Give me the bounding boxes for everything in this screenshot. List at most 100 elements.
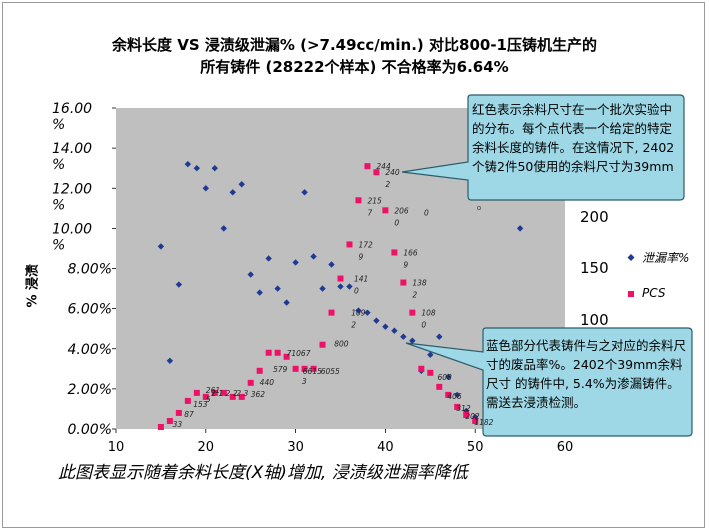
pcs-data-label: 7 <box>367 208 372 217</box>
y-tick-label: 8.00% <box>68 262 112 278</box>
pcs-point <box>382 207 389 214</box>
pcs-data-label: 0 <box>354 287 359 296</box>
pcs-data-label: 406 <box>447 392 462 401</box>
pcs-point <box>274 349 281 356</box>
pcs-data-label: 5 <box>206 395 211 404</box>
pcs-data-label: 2 3 <box>236 389 248 398</box>
leak-rate-point <box>391 327 398 334</box>
x-tick-label: 10 <box>108 440 125 455</box>
pcs-point <box>229 393 236 400</box>
leak-rate-point <box>328 261 335 268</box>
pcs-point <box>364 163 371 170</box>
leak-rate-point <box>175 281 183 288</box>
pcs-data-label: 166 <box>403 248 418 257</box>
pcs-data-label: 33 <box>173 420 183 429</box>
leak-rate-point <box>229 189 236 196</box>
pcs-data-label: 138 <box>412 279 427 288</box>
leak-rate-point <box>319 285 326 292</box>
pcs-point <box>256 367 263 374</box>
pcs-data-label: 2 <box>351 321 356 330</box>
pcs-data-label: 202 <box>465 412 480 421</box>
pcs-data-label: 87 <box>184 410 194 419</box>
pcs-data-label: 108 <box>421 309 436 318</box>
legend-label-leak: 泄漏率% <box>642 251 690 265</box>
pcs-data-label: 0 <box>394 218 399 227</box>
pcs-data-label: 240 <box>385 168 400 177</box>
pcs-point <box>238 393 245 400</box>
y-tick-label: 2.00% <box>68 382 112 398</box>
pcs-data-label: 206 <box>394 206 409 215</box>
pcs-data-label: 261 <box>206 386 220 395</box>
pcs-data-label: 800 <box>334 340 349 349</box>
callout-red-text: 红色表示余料尺寸在一个批次实验中的分布。每个点代表一个给定的特定余料长度的铸件。… <box>472 102 675 174</box>
pcs-point <box>265 349 272 356</box>
y-tick-label: 0.00% <box>68 422 112 438</box>
stray-marker <box>477 206 481 210</box>
y-tick-label: 10.00 <box>52 221 92 237</box>
x-tick-label: 30 <box>287 440 304 455</box>
leak-rate-point <box>346 283 353 290</box>
leak-rate-point <box>337 283 344 290</box>
chart-title-line1: 余料长度 VS 浸渍级泄漏% (>7.49cc/min.) 对比800-1压铸机… <box>111 36 597 54</box>
y2-tick-label: 150 <box>580 259 609 277</box>
pcs-data-label: 1182 <box>474 418 493 427</box>
leak-rate-point <box>256 289 263 296</box>
pcs-point <box>436 383 443 390</box>
pcs-data-label: 2 <box>412 291 417 300</box>
pcs-data-label: 0 <box>421 321 426 330</box>
pcs-point <box>472 417 479 424</box>
leak-rate-point <box>265 255 272 262</box>
leak-rate-point <box>157 243 165 250</box>
pcs-point <box>211 389 218 396</box>
leak-rate-point <box>220 225 227 232</box>
pcs-point <box>427 369 434 376</box>
pcs-data-label: 608 <box>437 373 452 382</box>
pcs-data-label: 9 <box>358 252 363 261</box>
pcs-data-label: 0 <box>424 208 429 217</box>
y-tick-label: 4.00% <box>68 342 112 358</box>
leak-rate-point <box>400 333 407 340</box>
pcs-data-label: 6615 <box>303 367 322 376</box>
leak-rate-point <box>516 225 524 232</box>
leak-rate-point <box>274 285 281 292</box>
pcs-point <box>355 197 362 204</box>
y-tick-label: 6.00% <box>68 302 112 318</box>
y2-tick-label: 200 <box>580 208 609 226</box>
leak-rate-point <box>301 189 308 196</box>
pcs-point <box>373 169 380 176</box>
pcs-point <box>454 403 461 410</box>
y-tick-label-unit: % <box>52 157 65 173</box>
legend-marker-leak <box>627 254 635 261</box>
pcs-data-label: 2 <box>385 180 390 189</box>
chart-caption: 此图表显示随着余料长度(X轴)增加, 浸渍级泄漏率降低 <box>58 463 468 483</box>
leak-rate-point <box>436 333 443 340</box>
callout-blue-text: 蓝色部分代表铸件与之对应的余料尺寸的废品率%。2402个39mm余料尺寸 的铸件… <box>486 338 687 410</box>
pcs-point <box>337 275 344 282</box>
pcs-data-label: 109 <box>351 309 366 318</box>
callout-blue-bubble <box>405 327 693 437</box>
pcs-data-label: 172 <box>358 240 373 249</box>
pcs-point <box>319 341 326 348</box>
y-tick-label-unit: % <box>52 237 65 253</box>
pcs-point <box>166 417 173 424</box>
pcs-point <box>292 365 299 372</box>
pcs-point <box>409 309 416 316</box>
legend-marker-pcs <box>628 291 634 297</box>
leak-rate-point <box>355 307 362 314</box>
x-tick-label: 20 <box>198 440 215 455</box>
pcs-data-label: 215 <box>367 196 382 205</box>
pcs-point <box>391 249 398 256</box>
pcs-point <box>463 411 470 418</box>
pcs-point <box>418 365 425 372</box>
pcs-point <box>157 423 164 430</box>
y-axis-label: % 浸渍 <box>25 263 41 308</box>
y-tick-label-unit: % <box>52 197 65 213</box>
leak-rate-point <box>283 299 290 306</box>
leak-rate-point <box>211 164 218 172</box>
pcs-data-label: 312 <box>456 404 471 413</box>
pcs-data-label: 6055 <box>321 367 340 376</box>
leak-rate-point <box>202 185 209 192</box>
leak-rate-point <box>427 351 434 358</box>
x-tick-label: 50 <box>467 440 484 455</box>
